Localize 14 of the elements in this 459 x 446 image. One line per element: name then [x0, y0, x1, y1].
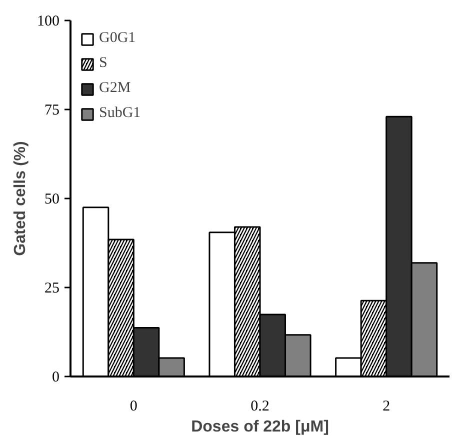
legend-label: G0G1 — [99, 30, 136, 47]
y-tick-label: 100 — [37, 14, 60, 30]
x-tick-label: 2 — [382, 398, 390, 414]
y-tick-label: 75 — [44, 102, 60, 118]
x-tick-label: 0 — [130, 398, 138, 414]
y-tick-label: 25 — [44, 280, 60, 296]
legend-label: G2M — [99, 80, 131, 97]
y-tick-label: 0 — [52, 370, 60, 386]
x-tick-label: 0.2 — [250, 398, 270, 414]
x-axis-title: Doses of 22b [μM] — [191, 418, 329, 436]
y-tick-label: 50 — [44, 192, 60, 208]
legend-label: SubG1 — [99, 105, 141, 122]
y-axis-title: Gated cells (%) — [12, 141, 29, 256]
legend-label: S — [99, 55, 108, 72]
